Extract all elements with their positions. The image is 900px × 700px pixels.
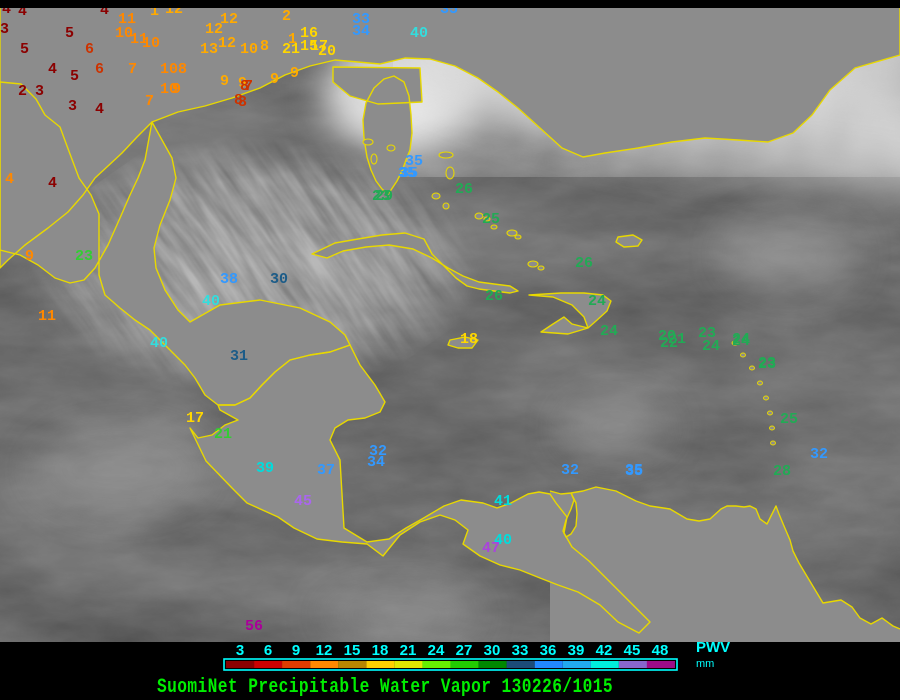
svg-text:25: 25 [780,411,798,428]
svg-text:6: 6 [95,61,104,78]
svg-text:29: 29 [375,188,393,205]
svg-text:28: 28 [773,463,791,480]
svg-text:4: 4 [48,61,57,78]
svg-text:8: 8 [238,94,247,111]
svg-text:15: 15 [344,642,361,659]
svg-text:7: 7 [244,78,253,95]
svg-text:9: 9 [25,248,34,265]
svg-text:23: 23 [75,248,93,265]
svg-text:8: 8 [260,38,269,55]
svg-text:9: 9 [292,642,300,659]
svg-text:SuomiNet Precipitable Water Va: SuomiNet Precipitable Water Vapor 130226… [157,676,613,699]
svg-text:21: 21 [214,426,232,443]
svg-text:41: 41 [494,493,512,510]
svg-text:3: 3 [35,83,44,100]
svg-text:20: 20 [318,43,336,60]
svg-text:3: 3 [0,21,9,38]
svg-text:39: 39 [256,460,274,477]
svg-text:34: 34 [367,454,385,471]
svg-text:mm: mm [696,658,714,670]
svg-text:21: 21 [400,642,417,659]
svg-text:26: 26 [455,181,473,198]
svg-text:8: 8 [178,61,187,78]
svg-text:24: 24 [732,333,750,350]
svg-text:4: 4 [48,175,57,192]
svg-text:33: 33 [512,642,529,659]
svg-text:3: 3 [68,98,77,115]
svg-text:2: 2 [282,8,291,25]
svg-text:24: 24 [702,338,720,355]
svg-text:12: 12 [220,11,238,28]
svg-text:12: 12 [218,35,236,52]
svg-text:24: 24 [588,293,606,310]
svg-text:39: 39 [568,642,585,659]
svg-text:35: 35 [398,165,416,182]
svg-text:26: 26 [575,255,593,272]
svg-text:5: 5 [20,41,29,58]
svg-text:24: 24 [428,642,445,659]
svg-text:38: 38 [220,271,238,288]
svg-text:34: 34 [352,23,370,40]
svg-text:3: 3 [236,642,244,659]
svg-text:6: 6 [85,41,94,58]
svg-text:7: 7 [145,93,154,110]
svg-text:35: 35 [625,463,643,480]
svg-text:40: 40 [202,293,220,310]
svg-text:47: 47 [482,540,500,557]
svg-text:31: 31 [230,348,248,365]
svg-text:45: 45 [624,642,641,659]
svg-text:21: 21 [282,41,300,58]
svg-text:9: 9 [270,71,279,88]
svg-text:5: 5 [70,68,79,85]
svg-text:36: 36 [540,642,557,659]
svg-text:12: 12 [316,642,333,659]
svg-text:13: 13 [200,41,218,58]
svg-text:5: 5 [65,25,74,42]
svg-text:9: 9 [220,73,229,90]
svg-text:10: 10 [160,61,178,78]
svg-text:11: 11 [38,308,56,325]
svg-text:32: 32 [810,446,828,463]
svg-text:30: 30 [270,271,288,288]
svg-text:4: 4 [5,171,14,188]
svg-text:21: 21 [668,331,686,348]
svg-text:48: 48 [652,642,669,659]
svg-text:32: 32 [561,462,579,479]
svg-text:24: 24 [600,323,618,340]
svg-text:7: 7 [128,61,137,78]
svg-text:9: 9 [172,81,181,98]
svg-text:9: 9 [290,65,299,82]
svg-text:6: 6 [264,642,272,659]
svg-text:42: 42 [596,642,613,659]
svg-text:PWV: PWV [696,639,730,656]
svg-text:25: 25 [482,211,500,228]
svg-text:40: 40 [410,25,428,42]
svg-text:56: 56 [245,618,263,635]
svg-text:26: 26 [485,288,503,305]
svg-text:37: 37 [317,462,335,479]
svg-text:30: 30 [484,642,501,659]
svg-text:45: 45 [294,493,312,510]
svg-text:4: 4 [95,101,104,118]
svg-text:10: 10 [240,41,258,58]
svg-text:10: 10 [142,35,160,52]
svg-text:18: 18 [460,331,478,348]
svg-text:2: 2 [18,83,27,100]
svg-text:17: 17 [186,410,204,427]
svg-text:23: 23 [758,356,776,373]
svg-text:40: 40 [150,335,168,352]
svg-text:27: 27 [456,642,473,659]
svg-text:18: 18 [372,642,389,659]
